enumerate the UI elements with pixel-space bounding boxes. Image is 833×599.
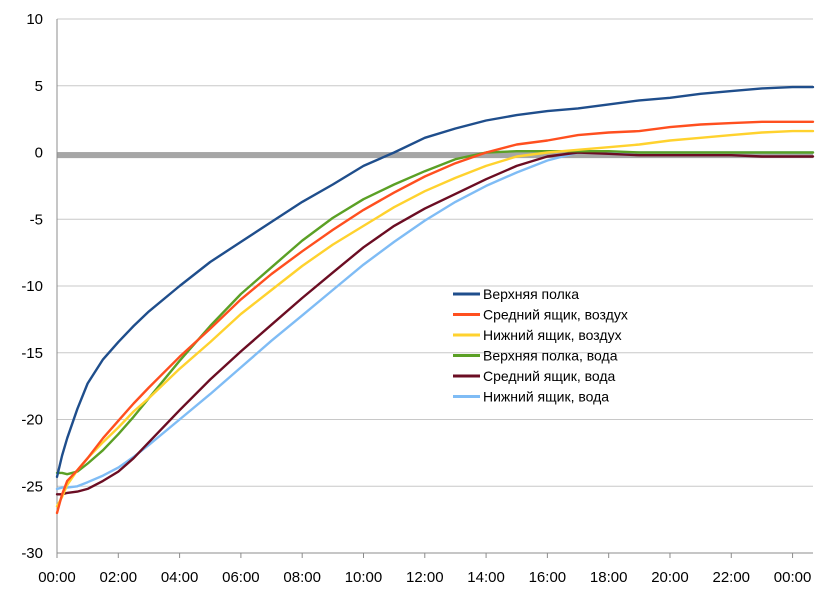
x-tick-label: 18:00: [590, 569, 628, 586]
y-tick-label: -30: [21, 545, 43, 562]
x-tick-label: 14:00: [467, 569, 505, 586]
legend-label: Верхняя полка, вода: [483, 348, 618, 364]
series-line-1: [55, 85, 815, 479]
y-tick-label: -25: [21, 478, 43, 495]
legend: Верхняя полка Средний ящик, воздух Нижний …: [453, 286, 628, 405]
grid-lines: [57, 18, 813, 554]
x-tick-label: 02:00: [100, 569, 138, 586]
axes: [56, 19, 813, 558]
series-line-4: [55, 150, 815, 476]
x-tick-label: 06:00: [222, 569, 260, 586]
legend-label: Верхняя полка: [483, 286, 579, 302]
series-line-2: [55, 120, 815, 515]
x-tick-label: 00:00: [774, 569, 812, 586]
x-tick-label: 16:00: [529, 569, 567, 586]
y-tick-label: 0: [35, 145, 43, 162]
x-tick-label: 20:00: [651, 569, 689, 586]
legend-label: Нижний ящик, вода: [483, 389, 609, 405]
y-axis-tick-labels: 10 5 0 -5 -10 -15 -20 -25 -30: [21, 11, 43, 562]
legend-label: Средний ящик, воздух: [483, 307, 628, 323]
y-tick-label: -20: [21, 412, 43, 429]
series-line-5: [55, 151, 815, 496]
y-tick-label: -5: [30, 211, 43, 228]
legend-label: Нижний ящик, воздух: [483, 327, 622, 343]
x-tick-label: 22:00: [712, 569, 750, 586]
x-tick-label: 00:00: [38, 569, 76, 586]
x-tick-label: 10:00: [345, 569, 383, 586]
x-tick-label: 04:00: [161, 569, 199, 586]
y-tick-label: -10: [21, 278, 43, 295]
y-tick-label: 5: [35, 78, 43, 95]
x-tick-label: 12:00: [406, 569, 444, 586]
x-tick-label: 08:00: [283, 569, 321, 586]
y-tick-label: -15: [21, 345, 43, 362]
x-axis-tick-labels: 00:00 02:00 04:00 06:00 08:00 10:00 12:00 14:00…: [38, 569, 811, 586]
series-line-3: [55, 129, 815, 508]
legend-label: Средний ящик, вода: [483, 368, 616, 384]
series-lines: [55, 85, 815, 515]
y-tick-label: 10: [26, 11, 43, 28]
